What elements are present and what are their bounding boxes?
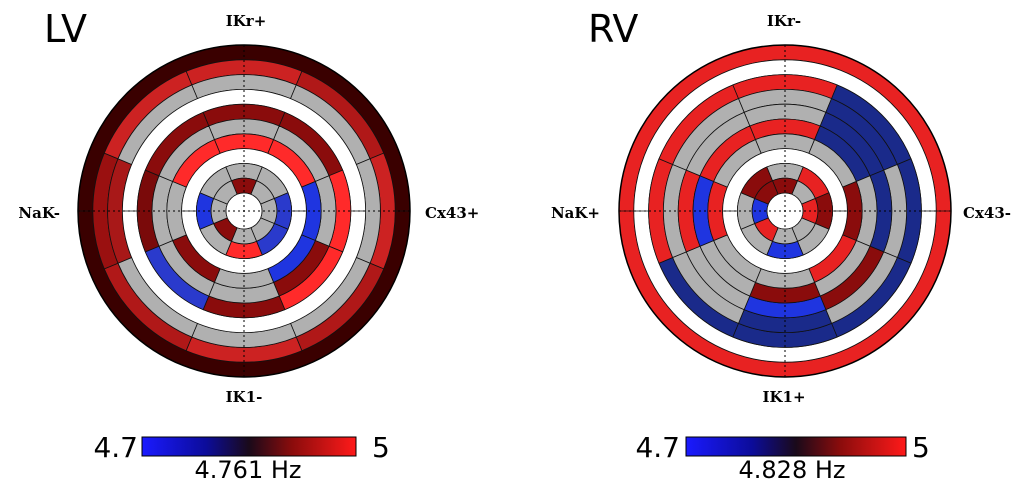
lv-label-left: NaK- bbox=[18, 204, 60, 222]
lv-polar-rings bbox=[77, 44, 411, 378]
rv-colorbar-min: 4.7 bbox=[635, 431, 680, 464]
lv-colorbar-max: 5 bbox=[372, 431, 390, 464]
lv-title: LV bbox=[44, 7, 87, 51]
rv-outer-border bbox=[618, 44, 952, 378]
lv-label-top: IKr+ bbox=[226, 12, 267, 30]
rv-label-bottom: IK1+ bbox=[762, 388, 805, 406]
rv-colorbar bbox=[685, 436, 907, 457]
lv-colorbar-min: 4.7 bbox=[93, 431, 138, 464]
rv-label-left: NaK+ bbox=[551, 204, 600, 222]
lv-label-bottom: IK1- bbox=[226, 388, 263, 406]
rv-label-right: Cx43- bbox=[963, 204, 1011, 222]
rv-panel: RV IKr- Cx43- IK1+ NaK+ 4.7 5 4.828 Hz bbox=[551, 7, 1011, 484]
lv-outer-border bbox=[77, 44, 411, 378]
lv-label-right: Cx43+ bbox=[425, 204, 479, 222]
rv-title: RV bbox=[588, 7, 638, 51]
rv-label-top: IKr- bbox=[767, 12, 801, 30]
lv-frequency-value: 4.761 Hz bbox=[195, 456, 302, 484]
lv-panel: LV IKr+ Cx43+ IK1- NaK- 4.7 5 4.761 Hz bbox=[18, 7, 479, 484]
lv-colorbar bbox=[141, 436, 357, 457]
rv-colorbar-max: 5 bbox=[912, 431, 930, 464]
rv-frequency-value: 4.828 Hz bbox=[739, 456, 846, 484]
rv-polar-rings bbox=[618, 44, 952, 378]
